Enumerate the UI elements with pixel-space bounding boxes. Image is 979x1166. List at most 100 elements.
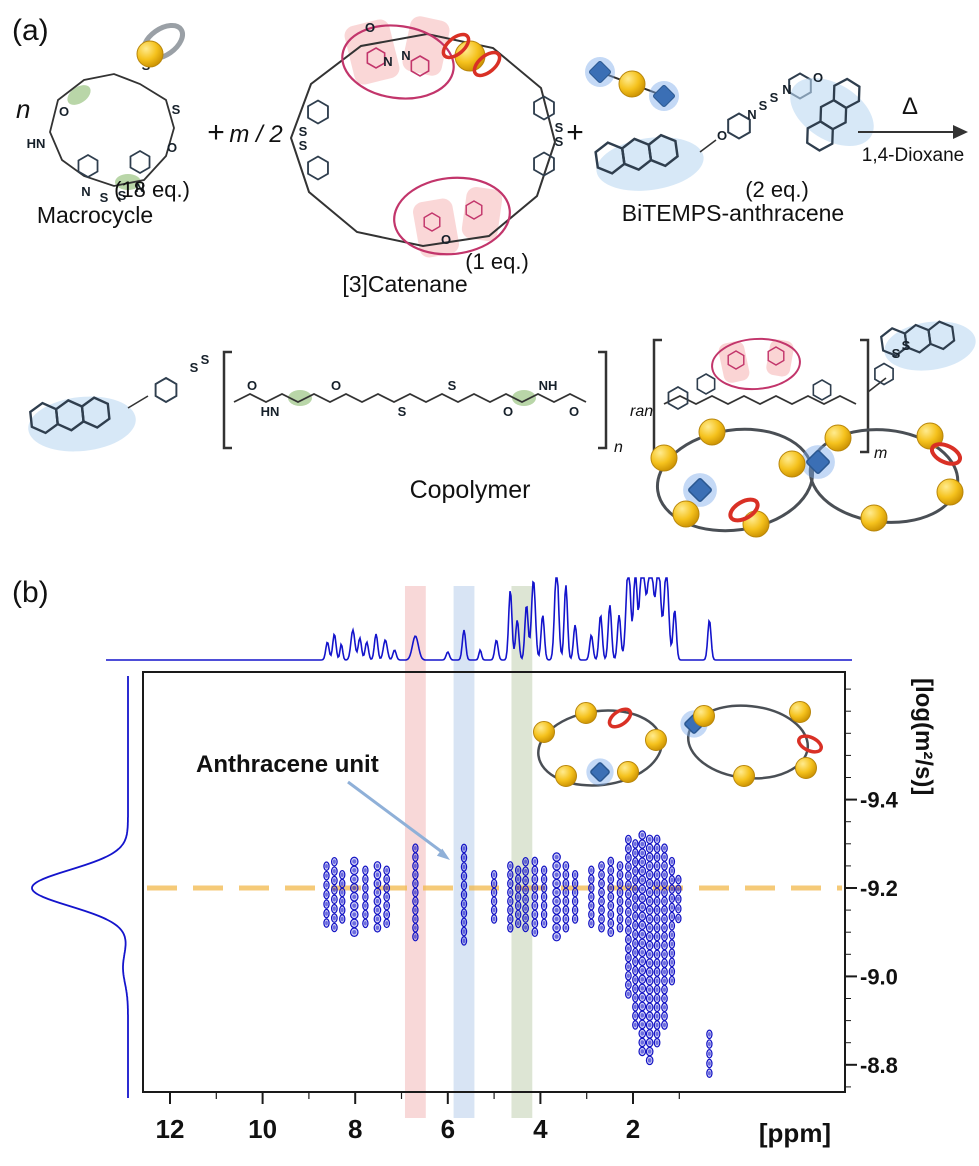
contour-peak-core xyxy=(647,1031,652,1037)
red-ring-icon xyxy=(797,734,823,754)
contour-peak-core xyxy=(647,969,652,975)
contour-peak-core xyxy=(626,919,630,924)
contour-peak-core xyxy=(662,960,667,966)
contour-peak-core xyxy=(662,899,667,904)
contour-peak-core xyxy=(626,882,630,888)
panel-b-dosy-spectrum: (b) 12 10 8 6 4 2 -9.4 -9.2 -9.0 -8.8 Anthracene … xyxy=(12,576,937,1148)
contour-peak-core xyxy=(554,907,559,913)
contour-peak-core xyxy=(385,903,389,908)
contour-peak-core xyxy=(413,854,417,860)
highlight-band xyxy=(511,586,533,1118)
contour-peak-core xyxy=(707,1051,711,1056)
contour-peak-core xyxy=(533,921,537,926)
contour-peak-core xyxy=(707,1070,711,1076)
y-tick-label: -8.8 xyxy=(860,1053,898,1078)
panel-a-reaction-scheme: (a) O HN S S O N S S N n (18 eq.) Macroc… xyxy=(12,14,976,538)
bead-icon xyxy=(693,705,715,727)
contour-peak-core xyxy=(462,883,466,888)
bitemps-anthracene-cartoon xyxy=(585,57,679,111)
contour-peak-core xyxy=(589,921,593,926)
contour-peak-core xyxy=(633,905,637,910)
contour-peak-core xyxy=(626,837,630,842)
contour-peak-core xyxy=(640,850,645,856)
contour-peak-core xyxy=(655,890,659,895)
contour-peak-core xyxy=(352,859,357,864)
contour-peak-core xyxy=(554,934,559,939)
contour-peak-core xyxy=(516,894,520,900)
x-tick-label: 8 xyxy=(348,1114,362,1144)
macrocycle-eq: (18 eq.) xyxy=(114,177,190,202)
highlight-band xyxy=(453,586,475,1118)
contour-peak-core xyxy=(375,872,380,877)
contour-peak-core xyxy=(554,925,559,930)
contour-peak-core xyxy=(662,952,667,957)
contour-peak-core xyxy=(413,899,417,904)
bead-icon xyxy=(789,701,811,723)
contour-peak-core xyxy=(508,872,512,877)
contour-peak-core xyxy=(332,925,336,930)
contour-peak-core xyxy=(655,960,659,966)
bracket-close xyxy=(598,350,608,450)
contour-peak-core xyxy=(626,973,630,978)
catenane-eq: (1 eq.) xyxy=(465,249,529,274)
contour-peak-core xyxy=(332,859,336,864)
contour-peak-core xyxy=(554,881,559,886)
contour-peak-core xyxy=(340,881,344,886)
contour-peak-core xyxy=(564,881,568,886)
contour-peak-core xyxy=(462,910,466,916)
atom-label: S xyxy=(100,190,109,205)
contour-peak-core xyxy=(413,925,417,930)
contour-peak-core xyxy=(670,886,674,892)
contour-peak-core xyxy=(599,899,604,904)
contour-peak-core xyxy=(542,903,546,908)
contour-peak-core xyxy=(647,952,652,957)
atom-label: N xyxy=(782,82,791,97)
bracket-close xyxy=(860,338,870,454)
contour-peak-core xyxy=(670,923,674,928)
contour-peak-core xyxy=(676,896,680,902)
atom-label: N xyxy=(383,54,392,69)
contour-peak-core xyxy=(363,921,367,926)
contour-peak-core xyxy=(633,1022,637,1028)
contour-peak-core xyxy=(647,1022,652,1028)
red-ring-icon xyxy=(728,497,760,523)
catenane-cartoon xyxy=(441,32,502,78)
contour-peak-core xyxy=(633,896,637,901)
arrow-head xyxy=(953,125,968,139)
contour-peak-core xyxy=(524,906,528,911)
contour-peak-core xyxy=(647,943,652,948)
contour-peak-core xyxy=(618,907,622,913)
contour-peak-core xyxy=(676,906,680,911)
pink-highlight xyxy=(402,16,450,76)
contour-peak-core xyxy=(626,946,630,951)
contour-peak-core xyxy=(655,969,659,975)
contour-peak-core xyxy=(647,872,652,877)
contour-peak-core xyxy=(647,863,652,869)
catenane-structure: S S S S N N O O xyxy=(289,16,564,258)
contour-peak-core xyxy=(508,881,512,886)
macrocycle-cartoon xyxy=(136,22,186,68)
y-axis-label: [log(m²/s)] xyxy=(910,678,937,795)
contour-peak-core xyxy=(676,916,680,921)
contour-peak-core xyxy=(554,916,559,922)
y-tick-label: -9.4 xyxy=(860,788,899,813)
copolymer-name: Copolymer xyxy=(410,476,531,504)
piperidine-ring xyxy=(874,362,894,386)
contour-peak-core xyxy=(633,841,637,847)
contour-peak-core xyxy=(340,899,344,904)
catenane-pink-macrocycle xyxy=(341,24,455,100)
contour-peak-core xyxy=(462,855,466,860)
contour-peak-core xyxy=(564,890,568,895)
anthracene-diamond-icon xyxy=(590,762,610,782)
contour-peak-core xyxy=(640,895,645,901)
x-tick-label: 6 xyxy=(441,1114,455,1144)
contour-peak-core xyxy=(599,881,604,886)
contour-peak-core xyxy=(633,1013,637,1019)
contour-peak-core xyxy=(413,863,417,869)
contour-peak-core xyxy=(670,969,674,974)
contour-peak-core xyxy=(375,916,380,922)
contour-peak-core xyxy=(564,907,568,913)
contour-peak-core xyxy=(662,846,667,851)
contour-peak-core xyxy=(647,1005,652,1010)
delta-condition: Δ xyxy=(902,93,918,120)
